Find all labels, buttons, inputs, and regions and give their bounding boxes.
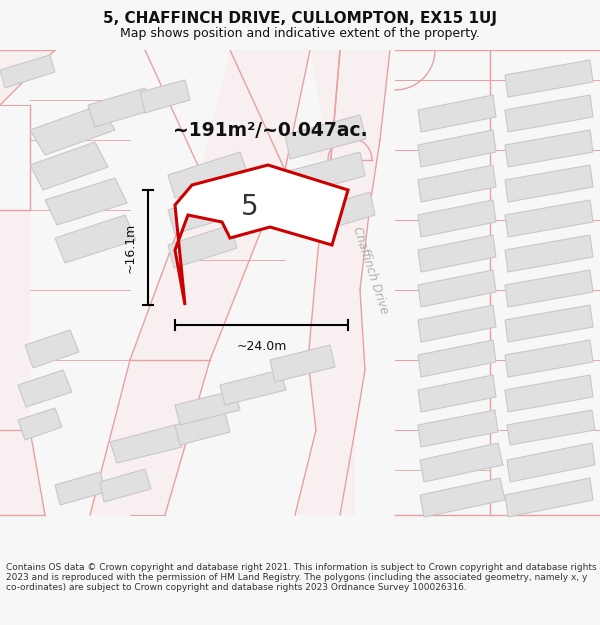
Polygon shape xyxy=(505,305,593,342)
Polygon shape xyxy=(168,188,247,234)
Polygon shape xyxy=(505,95,593,132)
Polygon shape xyxy=(505,340,593,377)
Polygon shape xyxy=(418,375,496,412)
Polygon shape xyxy=(45,178,127,225)
Polygon shape xyxy=(140,80,190,113)
Polygon shape xyxy=(168,152,248,198)
Polygon shape xyxy=(420,478,505,517)
Polygon shape xyxy=(505,60,593,97)
Polygon shape xyxy=(175,390,240,425)
Polygon shape xyxy=(285,115,366,159)
Text: 5: 5 xyxy=(241,194,259,221)
Polygon shape xyxy=(88,88,152,127)
Polygon shape xyxy=(505,200,593,237)
Polygon shape xyxy=(55,215,136,263)
Polygon shape xyxy=(270,345,335,382)
Polygon shape xyxy=(505,270,593,307)
Polygon shape xyxy=(18,408,62,440)
Polygon shape xyxy=(507,410,595,445)
Polygon shape xyxy=(0,55,55,88)
Polygon shape xyxy=(418,235,496,272)
Polygon shape xyxy=(418,340,496,377)
Polygon shape xyxy=(418,270,496,307)
Polygon shape xyxy=(505,478,593,517)
Text: Contains OS data © Crown copyright and database right 2021. This information is : Contains OS data © Crown copyright and d… xyxy=(6,562,596,592)
Polygon shape xyxy=(220,370,286,405)
Polygon shape xyxy=(0,210,45,515)
Polygon shape xyxy=(175,165,348,305)
Polygon shape xyxy=(90,50,310,515)
Polygon shape xyxy=(418,165,496,202)
Polygon shape xyxy=(505,130,593,167)
Polygon shape xyxy=(30,105,115,155)
Polygon shape xyxy=(310,192,375,233)
Polygon shape xyxy=(175,412,230,445)
Polygon shape xyxy=(18,370,72,407)
Polygon shape xyxy=(295,50,390,515)
Polygon shape xyxy=(285,152,365,196)
Polygon shape xyxy=(507,443,595,482)
Text: ~24.0m: ~24.0m xyxy=(236,340,287,353)
Polygon shape xyxy=(306,138,372,160)
Polygon shape xyxy=(418,410,498,447)
Text: Chaffinch Drive: Chaffinch Drive xyxy=(350,224,390,316)
Polygon shape xyxy=(0,50,55,105)
Polygon shape xyxy=(100,469,151,502)
Polygon shape xyxy=(505,165,593,202)
Polygon shape xyxy=(25,330,79,368)
Polygon shape xyxy=(30,142,108,190)
Polygon shape xyxy=(420,443,503,482)
Polygon shape xyxy=(418,130,496,167)
Polygon shape xyxy=(55,472,106,505)
Text: Map shows position and indicative extent of the property.: Map shows position and indicative extent… xyxy=(120,27,480,40)
Polygon shape xyxy=(110,425,182,463)
Polygon shape xyxy=(505,235,593,272)
Polygon shape xyxy=(418,95,496,132)
Text: ~191m²/~0.047ac.: ~191m²/~0.047ac. xyxy=(173,121,367,139)
Polygon shape xyxy=(418,200,496,237)
Text: ~16.1m: ~16.1m xyxy=(124,222,137,272)
Polygon shape xyxy=(418,305,496,342)
Text: 5, CHAFFINCH DRIVE, CULLOMPTON, EX15 1UJ: 5, CHAFFINCH DRIVE, CULLOMPTON, EX15 1UJ xyxy=(103,11,497,26)
Polygon shape xyxy=(168,225,237,268)
Polygon shape xyxy=(505,375,593,412)
